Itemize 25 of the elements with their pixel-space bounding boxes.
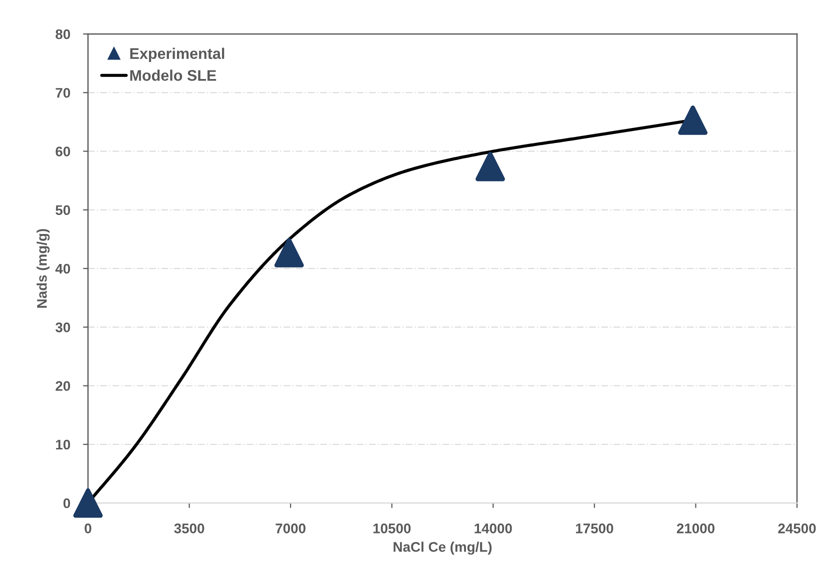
y-tick-label: 50 xyxy=(56,205,70,216)
y-tick-label: 60 xyxy=(56,146,70,156)
y-axis-title: Nads (mg/g) xyxy=(36,229,50,308)
legend-label: Experimental xyxy=(130,48,224,62)
x-tick-label: 7000 xyxy=(276,524,306,534)
y-tick-label: 70 xyxy=(56,88,70,98)
y-tick-label: 40 xyxy=(55,264,70,274)
y-tick-label: 80 xyxy=(56,29,70,40)
point xyxy=(73,488,103,518)
x-tick-label: 21000 xyxy=(676,524,714,534)
x-tick-label: 17500 xyxy=(576,524,614,534)
y-tick-label: 10 xyxy=(56,440,70,450)
point xyxy=(476,152,505,182)
legend-label: Modelo SLE xyxy=(130,70,216,81)
y-tick-label: 20 xyxy=(56,381,70,391)
y-tick-label: 30 xyxy=(56,322,70,332)
point xyxy=(678,105,708,135)
x-tick-label: 24500 xyxy=(778,524,816,534)
x-tick-label: 10500 xyxy=(373,524,411,534)
x-tick-label: 14000 xyxy=(474,524,512,534)
x-axis-title: NaCl Ce (mg/L) xyxy=(394,542,492,555)
point xyxy=(274,238,304,268)
y-tick-label: 0 xyxy=(63,498,70,508)
x-tick-label: 0 xyxy=(84,524,92,534)
x-tick-label: 3500 xyxy=(174,524,204,534)
